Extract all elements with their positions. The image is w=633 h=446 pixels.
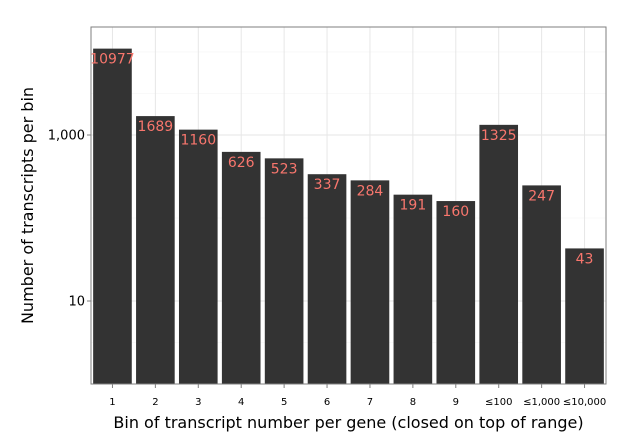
bar — [436, 201, 476, 384]
x-axis-title: Bin of transcript number per gene (close… — [113, 413, 583, 432]
x-tick-label: 1 — [109, 397, 115, 408]
bar-value-label: 523 — [271, 161, 298, 177]
bar — [350, 180, 390, 384]
bar-value-label: 337 — [314, 177, 341, 193]
y-axis: 10 1,000 — [48, 128, 91, 309]
bar — [221, 151, 261, 384]
bar — [264, 158, 304, 384]
bars — [93, 48, 604, 385]
bar-value-label: 43 — [576, 251, 594, 267]
bar — [136, 116, 175, 384]
bar-value-label: 10977 — [90, 52, 135, 68]
bar — [178, 129, 218, 384]
bar-value-label: 284 — [357, 183, 384, 199]
x-tick-label: ≤1,000 — [523, 397, 560, 408]
bar-value-label: 1160 — [180, 133, 216, 149]
x-tick-label: 7 — [367, 397, 373, 408]
bar — [522, 185, 561, 384]
x-tick-label: 3 — [195, 397, 201, 408]
x-tick-label: 6 — [324, 397, 330, 408]
bar — [565, 248, 604, 384]
data-labels: 10977 1689 1160 626 523 337 284 191 160 1325 247 43 — [90, 52, 593, 268]
bar — [307, 174, 347, 384]
bar — [93, 48, 132, 385]
y-tick-label: 1,000 — [48, 128, 85, 143]
y-axis-title: Number of transcripts per bin — [18, 87, 37, 324]
bar-value-label: 191 — [400, 198, 427, 214]
y-tick-label: 10 — [68, 294, 85, 309]
x-tick-label: 5 — [281, 397, 287, 408]
x-tick-label: 8 — [410, 397, 416, 408]
plot-panel — [91, 27, 606, 384]
bar-value-label: 160 — [442, 204, 469, 220]
x-tick-label: ≤10,000 — [563, 397, 606, 408]
bar-value-label: 247 — [528, 188, 555, 204]
x-tick-label: 2 — [152, 397, 158, 408]
bar — [479, 124, 519, 384]
bar-value-label: 626 — [228, 155, 255, 171]
bar — [393, 194, 433, 384]
plot-border — [90, 26, 607, 385]
bar-value-label: 1325 — [481, 128, 517, 144]
bar-value-label: 1689 — [138, 119, 174, 135]
x-tick-label: ≤100 — [485, 397, 512, 408]
x-tick-label: 4 — [238, 397, 244, 408]
x-axis: 1 2 3 4 5 6 7 8 9 ≤100 ≤1,000 ≤10,000 — [109, 384, 606, 408]
x-tick-label: 9 — [453, 397, 459, 408]
